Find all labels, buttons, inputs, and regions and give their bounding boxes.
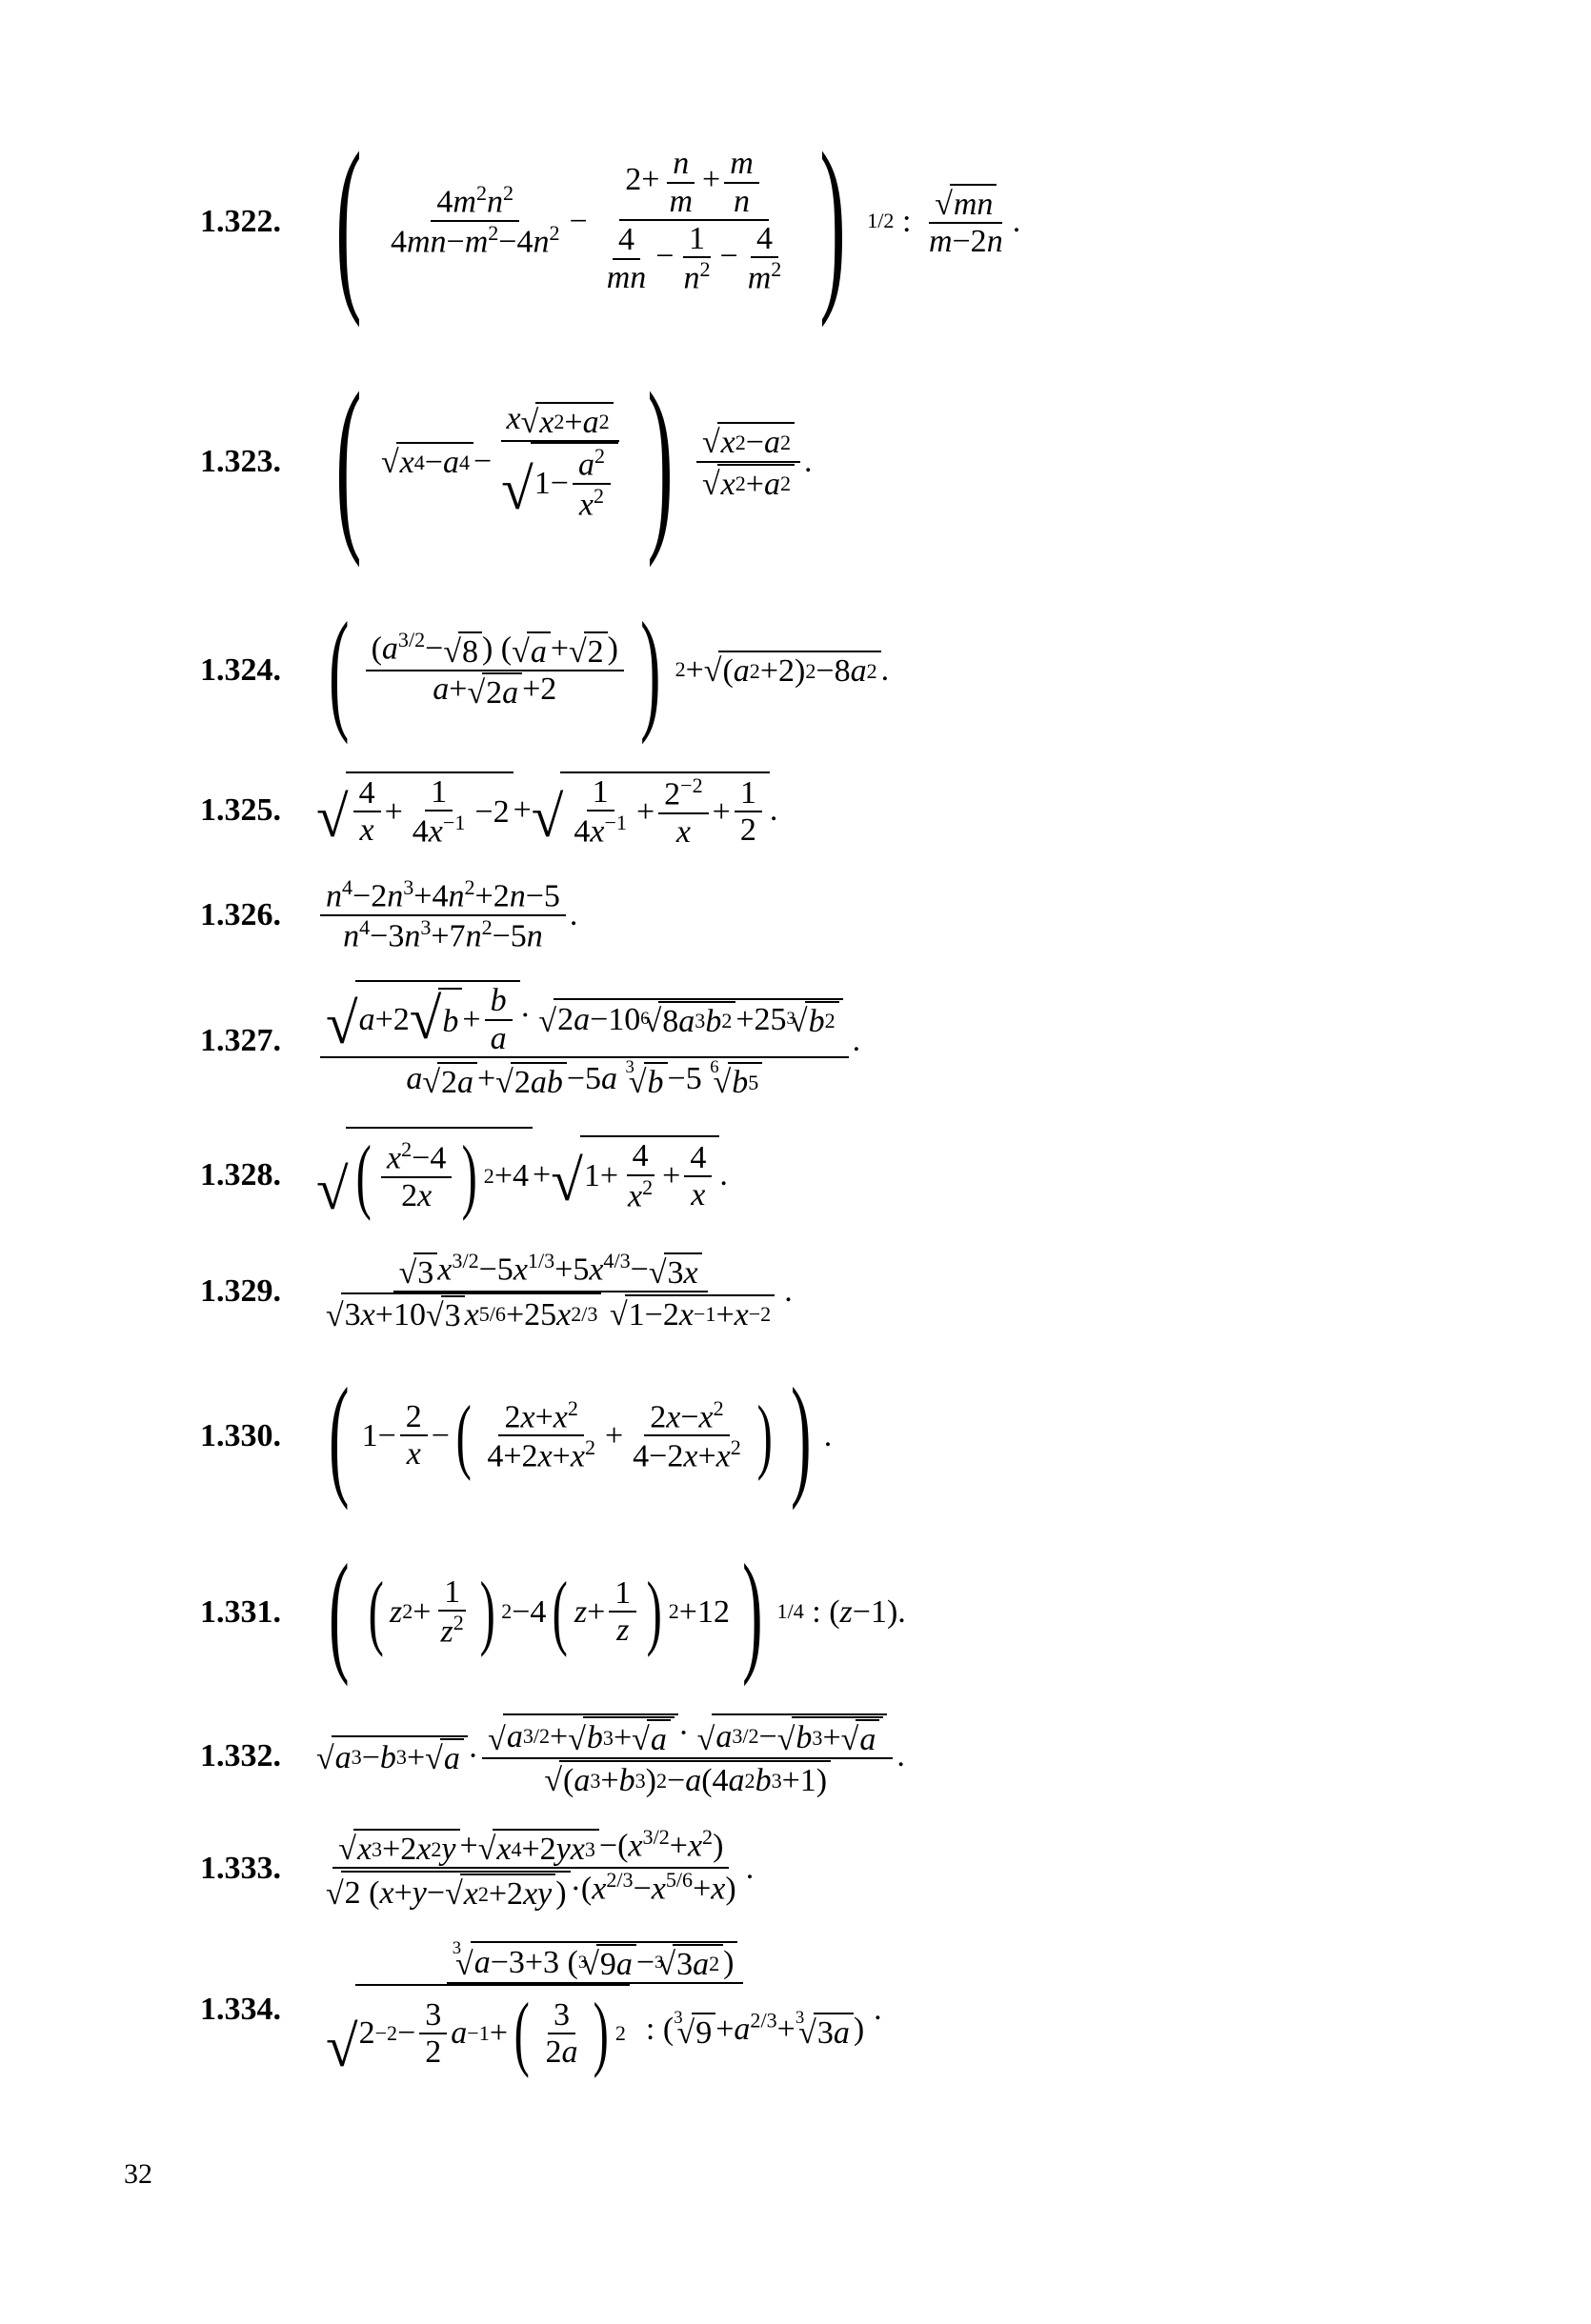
problem-label: 1.322. [200, 204, 295, 239]
problem-label: 1.324. [200, 652, 295, 688]
problem-label: 1.323. [200, 444, 295, 479]
problem-expression: 3√a−3+3 (3√9a−3√3a2) √2−2−32a−1+(32a)2 :… [316, 1939, 882, 2080]
problem-label: 1.325. [200, 792, 295, 828]
problem-expression: ( 4m2n24mn−m2−4n2 − 2+nm+mn 4mn−1n2−4m2 … [316, 114, 1020, 328]
page-container: 1.322. ( 4m2n24mn−m2−4n2 − 2+nm+mn 4mn−1… [0, 0, 1591, 2324]
problem-label: 1.332. [200, 1738, 295, 1773]
problem-1-331: 1.331. ( (z2+1z2)2 −4 (z+1z)2 +12 )1/4 :… [200, 1537, 1467, 1687]
problem-1-327: 1.327. √a+2√b+ba· √2a−10 6√8a3b2+25 3√b2… [200, 980, 1467, 1100]
problem-expression: n4−2n3+4n2+2n−5n4−3n3+7n2−5n. [316, 876, 577, 953]
problem-expression: √a+2√b+ba· √2a−10 6√8a3b2+25 3√b2 a√2a+√… [316, 980, 860, 1100]
problem-1-326: 1.326. n4−2n3+4n2+2n−5n4−3n3+7n2−5n. [200, 876, 1467, 953]
problem-expression: √3x3/2−5x1/3+5x4/3−√3x √3x+10√3 x5/6+25x… [316, 1250, 793, 1334]
page-number: 32 [124, 2158, 152, 2191]
problem-1-333: 1.333. √x3+2x2y+√x4+2yx3−(x3/2+x2) √2 (x… [200, 1826, 1467, 1913]
problem-1-334: 1.334. 3√a−3+3 (3√9a−3√3a2) √2−2−32a−1+(… [200, 1939, 1467, 2080]
problem-1-329: 1.329. √3x3/2−5x1/3+5x4/3−√3x √3x+10√3 x… [200, 1250, 1467, 1334]
problem-1-330: 1.330. (1−2x−( 2x+x24+2x+x2 + 2x−x24−2x+… [200, 1361, 1467, 1511]
problem-expression: (1−2x−( 2x+x24+2x+x2 + 2x−x24−2x+x2 )). [316, 1361, 832, 1511]
problem-label: 1.327. [200, 1023, 295, 1058]
problem-label: 1.334. [200, 1992, 295, 2027]
problem-1-325: 1.325. √4x+14x−1−2 + √14x−1+2−2x+12. [200, 771, 1467, 850]
problem-label: 1.333. [200, 1851, 295, 1886]
problem-expression: √4x+14x−1−2 + √14x−1+2−2x+12. [316, 771, 777, 850]
problem-expression: √x3+2x2y+√x4+2yx3−(x3/2+x2) √2 (x+y−√x2+… [316, 1826, 754, 1913]
problem-label: 1.326. [200, 897, 295, 932]
problem-label: 1.330. [200, 1418, 295, 1453]
problem-1-332: 1.332. √a3−b3+√a· √a3/2+√b3+√a· √a3/2−√b… [200, 1713, 1467, 1799]
problem-expression: ( √x4−a4 − x√x2+a2 √1−a2x2 ) √x2−a2√x2+a… [316, 354, 812, 568]
problem-expression: √a3−b3+√a· √a3/2+√b3+√a· √a3/2−√b3+√a √(… [316, 1713, 905, 1799]
problem-expression: ( (z2+1z2)2 −4 (z+1z)2 +12 )1/4 : (z−1). [316, 1537, 906, 1687]
problem-expression: ( (a3/2−√8) (√a+√2) a+√2a+2 )2 + √(a2+2)… [316, 595, 889, 745]
problem-expression: √(x2−42x)2+4 + √1+4x2+4x. [316, 1127, 728, 1222]
problem-1-323: 1.323. ( √x4−a4 − x√x2+a2 √1−a2x2 ) √x2−… [200, 354, 1467, 568]
problem-label: 1.328. [200, 1157, 295, 1192]
problem-1-324: 1.324. ( (a3/2−√8) (√a+√2) a+√2a+2 )2 + … [200, 595, 1467, 745]
problem-label: 1.331. [200, 1594, 295, 1630]
problem-1-328: 1.328. √(x2−42x)2+4 + √1+4x2+4x. [200, 1127, 1467, 1222]
problem-1-322: 1.322. ( 4m2n24mn−m2−4n2 − 2+nm+mn 4mn−1… [200, 114, 1467, 328]
problem-label: 1.329. [200, 1273, 295, 1309]
